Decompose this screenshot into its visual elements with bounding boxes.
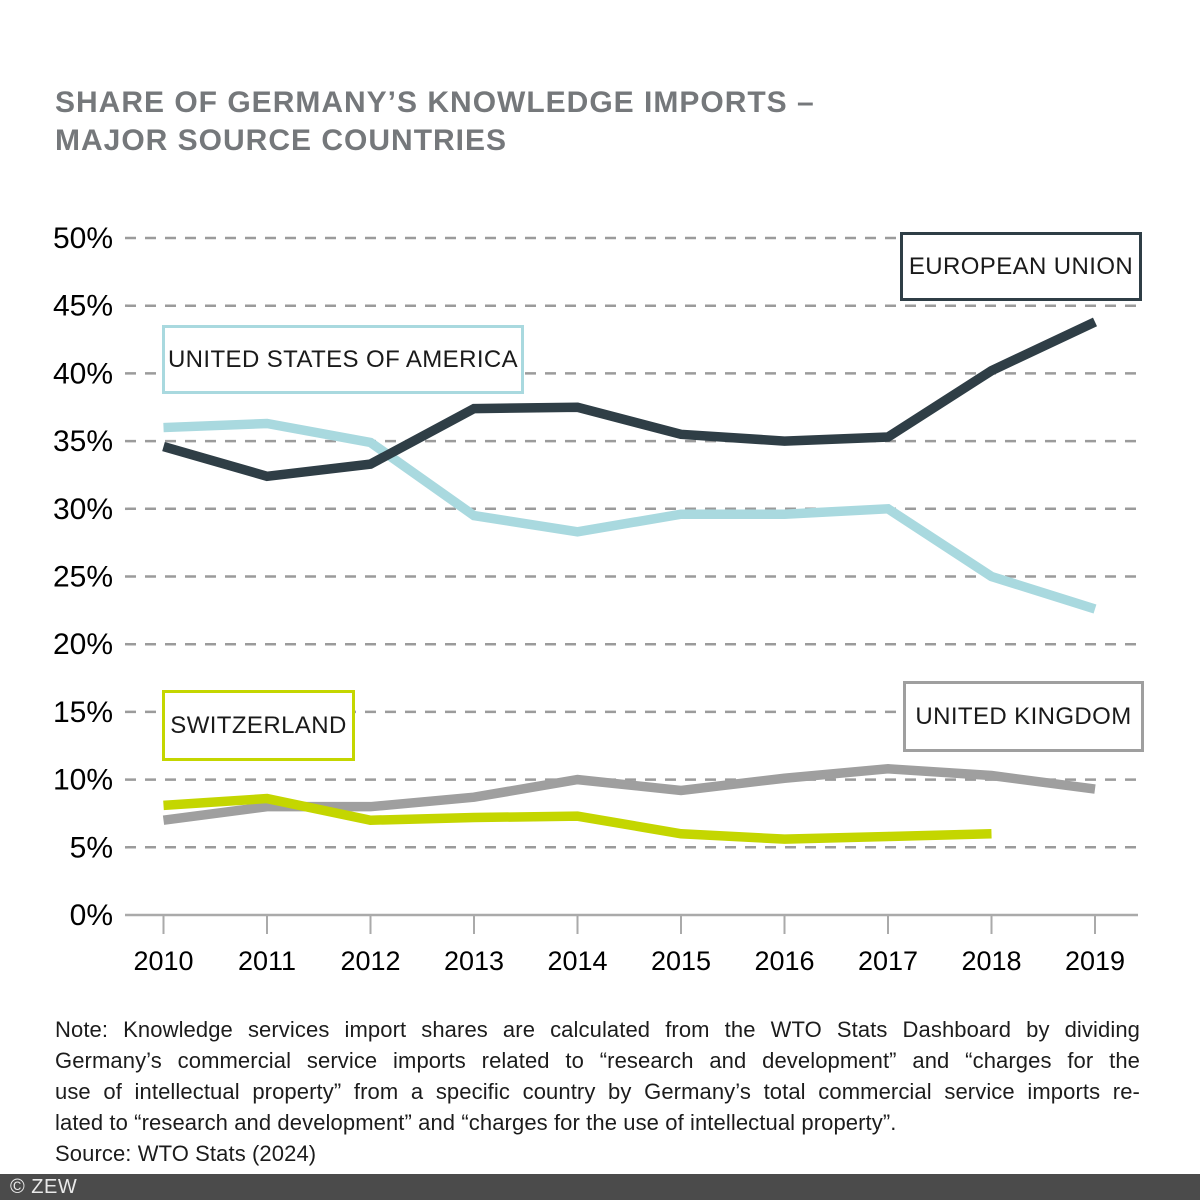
note-line: Note: Knowledge services import shares a… <box>55 1017 1140 1042</box>
x-axis-label-2018: 2018 <box>961 946 1021 976</box>
chart-title-line2: MAJOR SOURCE COUNTRIES <box>55 124 508 157</box>
y-axis-label-35: 35% <box>53 425 113 458</box>
y-axis-label-15: 15% <box>53 696 113 729</box>
footer-bar: © ZEW <box>0 1174 1200 1200</box>
x-axis-label-2016: 2016 <box>754 946 814 976</box>
y-axis-label-10: 10% <box>53 764 113 797</box>
x-axis-label-2012: 2012 <box>340 946 400 976</box>
chart-title-line1: SHARE OF GERMANY’S KNOWLEDGE IMPORTS – <box>55 86 815 119</box>
x-axis-label-2011: 2011 <box>238 946 296 976</box>
x-axis-label-2017: 2017 <box>858 946 918 976</box>
series-line-european-union <box>162 317 1098 482</box>
series-label-united-kingdom: UNITED KINGDOM <box>915 702 1132 730</box>
x-axis-label-2013: 2013 <box>444 946 504 976</box>
y-axis-label-45: 45% <box>53 290 113 323</box>
series-label-box-switzerland: SWITZERLAND <box>162 690 355 761</box>
source-line: Source: WTO Stats (2024) <box>55 1141 317 1166</box>
copyright-text: © ZEW <box>10 1175 78 1198</box>
y-axis-label-20: 20% <box>53 628 113 661</box>
x-axis-label-2019: 2019 <box>1065 946 1125 976</box>
series-label-box-united-kingdom: UNITED KINGDOM <box>903 681 1144 752</box>
y-axis-label-50: 50% <box>53 222 113 255</box>
x-axis-label-2010: 2010 <box>133 946 193 976</box>
note-block: Note: Knowledge services import shares a… <box>55 1014 1140 1169</box>
series-label-box-united-states-of-america: UNITED STATES OF AMERICA <box>162 325 524 394</box>
series-label-switzerland: SWITZERLAND <box>170 711 347 739</box>
y-axis-label-40: 40% <box>53 357 113 390</box>
series-label-european-union: EUROPEAN UNION <box>908 252 1134 280</box>
series-line-united-kingdom <box>162 764 1096 825</box>
note-line: use of intellectual property” from a spe… <box>55 1079 1140 1104</box>
x-axis-label-2015: 2015 <box>651 946 711 976</box>
note-line: lated to “research and development” and … <box>55 1110 897 1135</box>
note-line: Germany’s commercial service imports rel… <box>55 1048 1140 1073</box>
series-label-united-states-of-america: UNITED STATES OF AMERICA <box>167 345 519 373</box>
y-axis-label-25: 25% <box>53 561 113 594</box>
y-axis-label-0: 0% <box>70 899 113 932</box>
x-axis-label-2014: 2014 <box>547 946 607 976</box>
series-label-box-european-union: EUROPEAN UNION <box>900 232 1142 301</box>
y-axis-label-5: 5% <box>70 831 113 864</box>
series-line-switzerland <box>163 793 992 844</box>
y-axis-label-30: 30% <box>53 493 113 526</box>
series-line-united-states-of-america <box>163 418 1097 614</box>
chart-title: SHARE OF GERMANY’S KNOWLEDGE IMPORTS – M… <box>55 84 815 160</box>
